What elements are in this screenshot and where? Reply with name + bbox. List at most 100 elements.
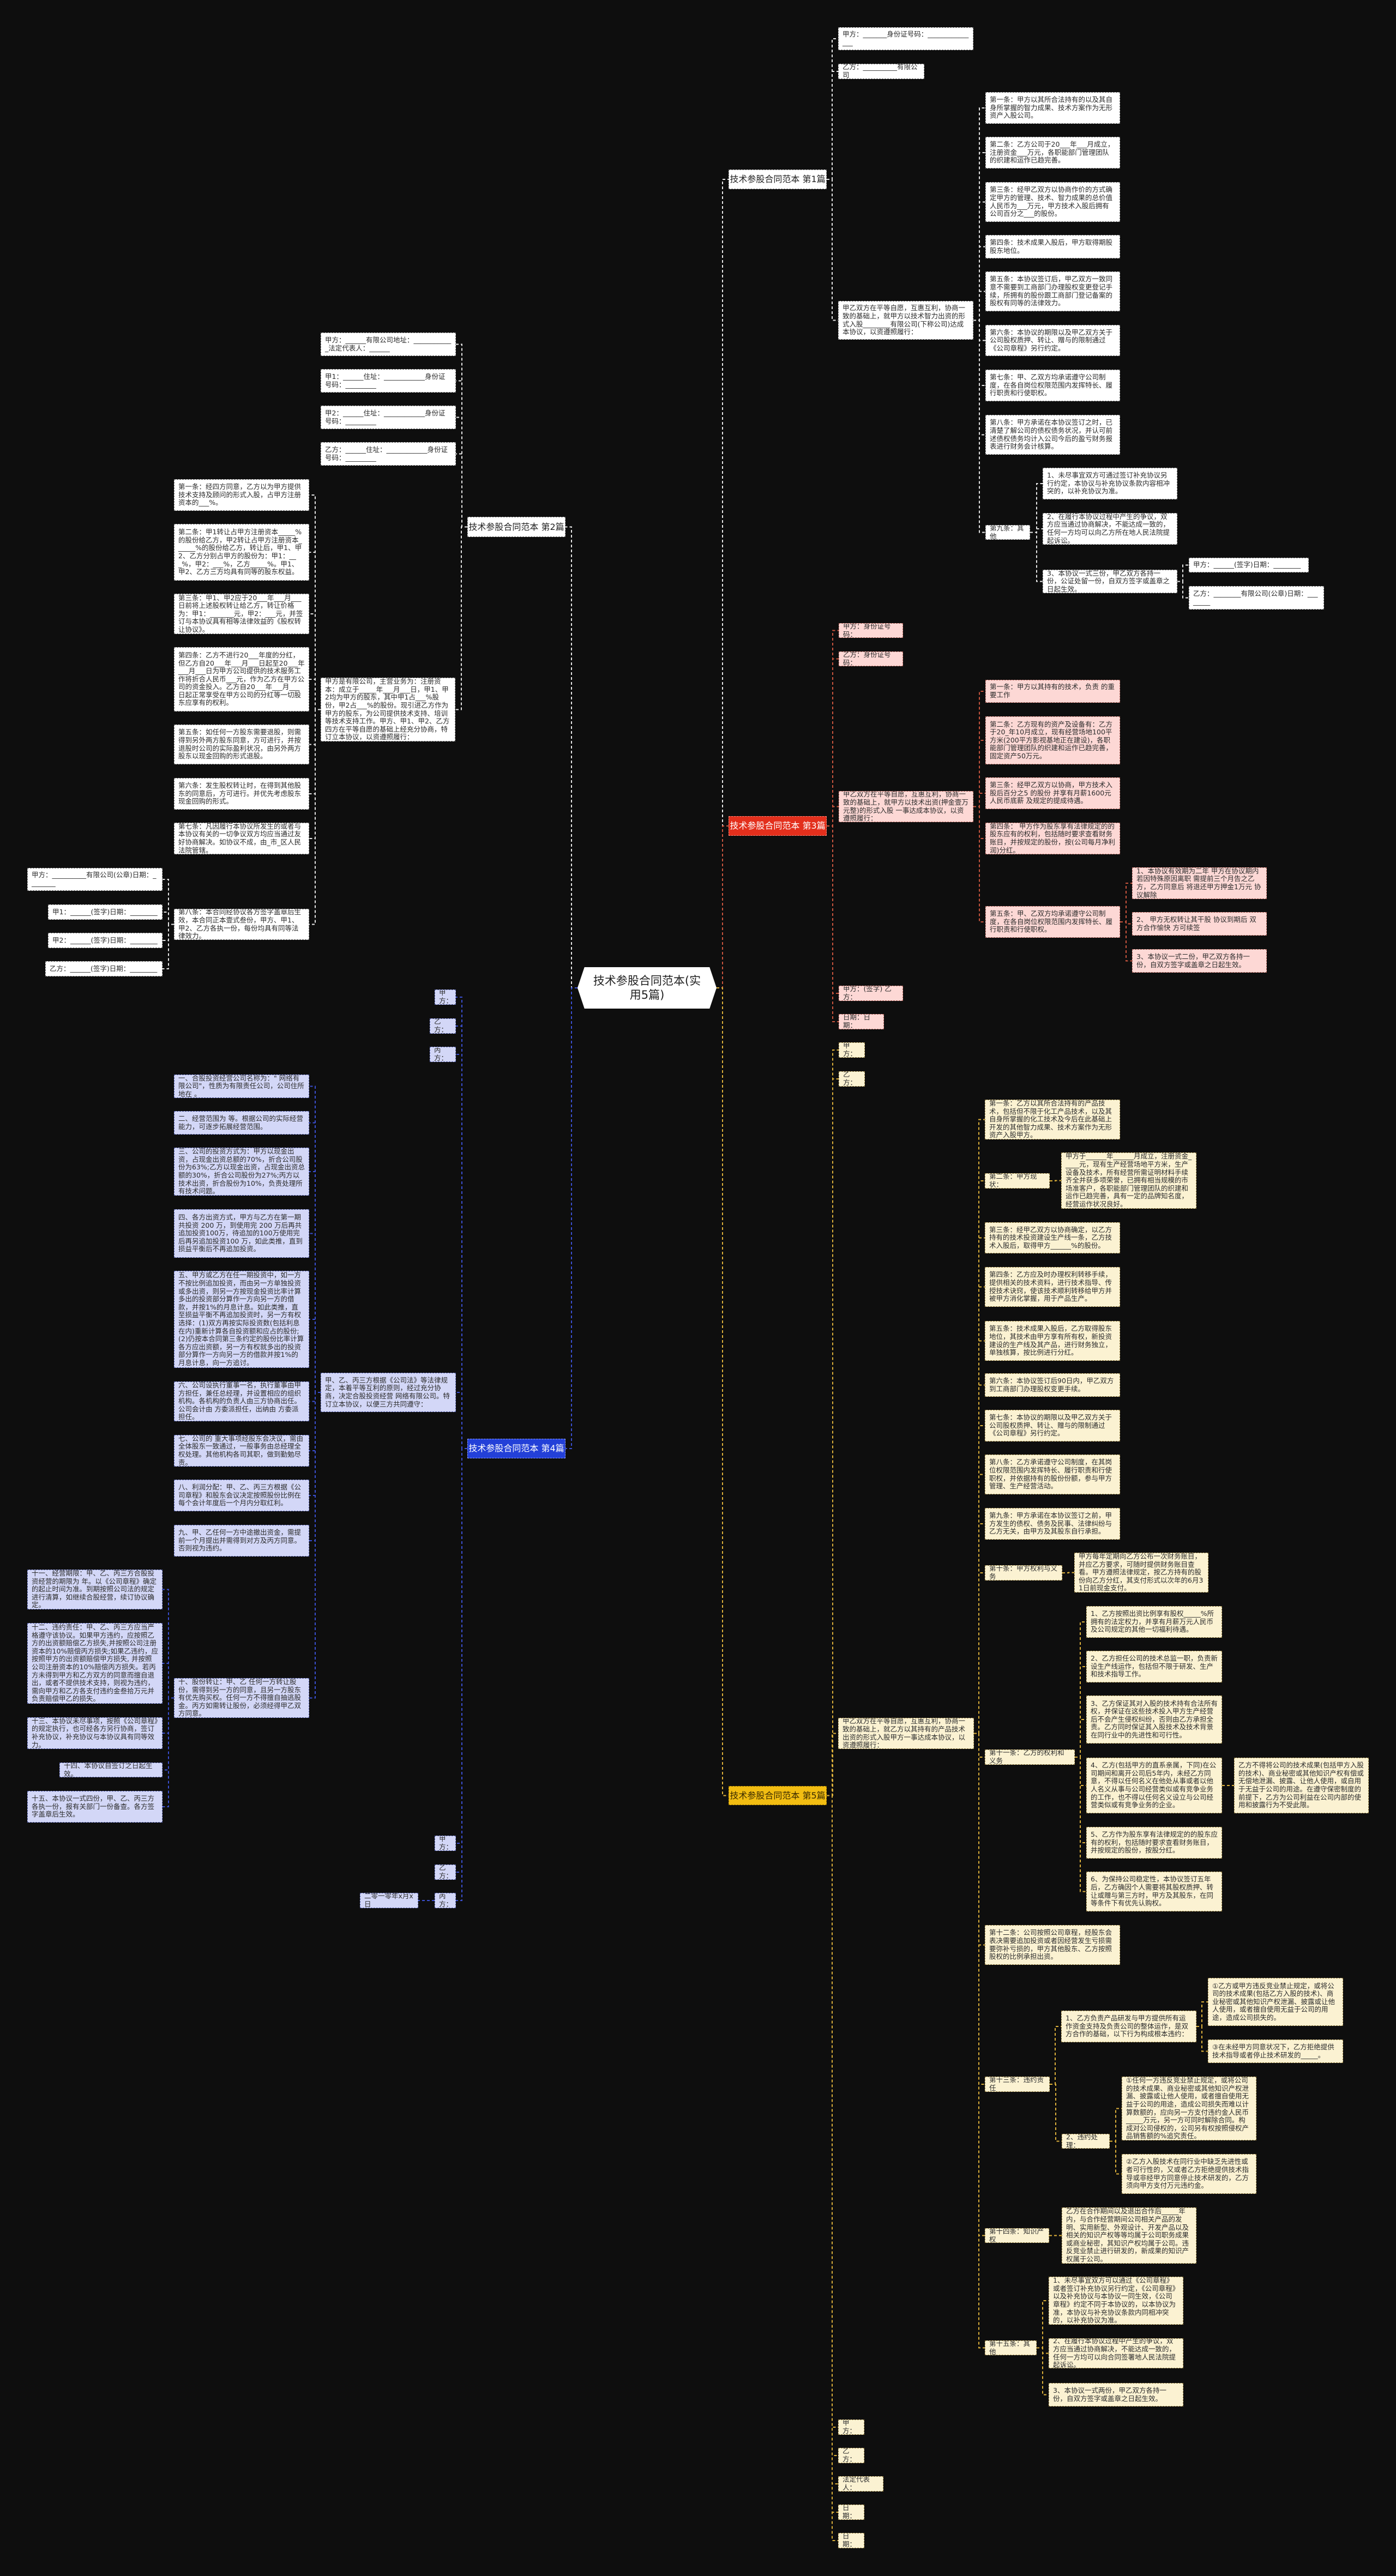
article-node: 第十二条：公司按照公司章程，经股东会表决需要追加投资或者因经营发生亏损需要弥补亏…	[985, 1925, 1120, 1965]
clause-case-text: ①乙方或甲方违反竞业禁止规定，或将公司的技术成果(包括乙方入股的技术)、商业秘密…	[1212, 1981, 1335, 2022]
connector-b3a4	[973, 806, 985, 922]
article-node-text: 第四条：技术成果入股后，甲方取得期股股东地位。	[990, 238, 1113, 255]
article-node-text: 第六条：本协议的期限以及甲乙双方关于公司股权质押、转让、赠与的限制通过《公司章程…	[990, 328, 1113, 352]
connector-b5a2	[974, 1237, 985, 1734]
intro-node-text: 甲、乙、丙三方根据《公司法》等法律规定，本着平等互利的原则，经过充分协商，决定合…	[325, 1376, 450, 1408]
article-node-text: 一、合股投资经营公司名称为：" 网络有限公司"，性质为有限责任公司，公司住所地在…	[178, 1075, 304, 1098]
clause-item-text: 3、本协议一式三份，甲乙双方各持一份，公证处留一份，自双方签字或盖章之日起生效。	[1047, 570, 1170, 593]
party-node: 甲方：	[839, 1042, 865, 1058]
connector-b3s1	[1120, 921, 1132, 925]
connector-b5a8	[974, 1523, 985, 1734]
connector-b2p2	[456, 417, 467, 528]
clause-item: 1、未尽事宜双方可以通过《公司章程》或者签订补充协议另行约定，《公司章程》以及补…	[1049, 2277, 1183, 2325]
article-node: 九、甲、乙任何一方中途撤出资金，需提前一个月提出并需得到对方及丙方同意。否则视为…	[174, 1525, 309, 1557]
article-detail-text: 甲方每年定期向乙方公布一次财务账目，并应乙方要求，可随时提供财务账目查看。甲方遵…	[1079, 1553, 1204, 1592]
article-node-text: 第十条：甲方权利与义务	[989, 1565, 1058, 1580]
branch-title-1-text: 技术参股合同范本 第1篇	[730, 174, 826, 184]
article-node: 第四条： 甲方作为股东享有法律规定的的股东应有的权利，包括随时要求查看财务账目，…	[985, 823, 1120, 854]
connector-b1p0	[827, 38, 838, 180]
signature-node-text: 日期：日期：	[843, 1014, 871, 1029]
article-node-text: 第二条：甲1转让占甲方注册资本_____%的股份给乙方，甲2转让占甲方注册资本_…	[178, 528, 302, 576]
signature-node: 甲方：	[435, 1836, 456, 1851]
connector-b1a7	[973, 319, 985, 436]
signature-node: 乙方：	[838, 2448, 864, 2463]
article-node-text: 第十五条：其他	[989, 2340, 1031, 2355]
connector-b1a1	[973, 152, 985, 321]
signature-node-text: 日期：	[843, 2505, 857, 2520]
clause-item-text: 十二、违约责任：甲、乙、丙三方应当严格遵守该协议。如果甲方违约，应按照乙方的出资…	[32, 1623, 158, 1703]
article-node: 第三条：甲1、甲2应于20___年___月___日前将上述股权转让给乙方，转让价…	[174, 594, 309, 634]
clause-case-text: ②乙方入股技术在同行业中缺乏先进性或者可行性的，又或者乙方拒绝提供技术指导或非经…	[1126, 2157, 1249, 2190]
party-node-text: 甲2：______住址：____________身份证号码：_________	[325, 408, 446, 425]
connector-b5a4	[974, 1340, 985, 1734]
article-node-text: 第九条：甲方承诺在本协议签订之前，甲方发生的债权、债务及民事、法律纠纷与乙方无关…	[989, 1511, 1112, 1536]
clause-item-text: 十一、经营期限：甲、乙、丙三方合股投资经营的期限为 年。以《公司章程》确定的起止…	[32, 1570, 157, 1609]
clause-item: 3、本协议一式二份，甲乙双方各持一份，自双方签字或盖章之日起生效。	[1132, 949, 1267, 973]
party-node-text: 甲1：______住址：____________身份证号码：_________	[325, 372, 446, 389]
clause-item-text: 3、本协议一式二份，甲乙双方各持一份，自双方签字或盖章之日起生效。	[1136, 952, 1250, 969]
connector-b1a8	[973, 319, 985, 533]
party-node: 甲1：______住址：____________身份证号码：_________	[321, 369, 456, 393]
article-node-text: 第九条：其他	[990, 525, 1024, 540]
connector-b2a4	[309, 709, 321, 745]
branch-title-5[interactable]: 技术参股合同范本 第5篇	[729, 1786, 827, 1805]
clause-item: 十一、经营期限：甲、乙、丙三方合股投资经营的期限为 年。以《公司章程》确定的起止…	[27, 1570, 163, 1609]
connector-b4k3	[163, 1697, 174, 1771]
clause-item-text: 十四、本协议自签订之日起生效。	[64, 1763, 153, 1777]
party-node: 丙方：	[430, 1047, 456, 1062]
article-node-text: 第三条：甲1、甲2应于20___年___月___日前将上述股权转让给乙方，转让价…	[178, 594, 303, 634]
intro-node-text: 甲乙双方在平等自愿，互惠互利，协商一致的基础上，就乙方以其持有的产品技术出资的形…	[843, 1718, 966, 1749]
party-node: 乙方：身份证号码：	[839, 651, 903, 666]
article-node-text: 六、公司设执行董事一名，执行董事由甲方担任，兼任总经理，并设置相应的组织机构。各…	[178, 1381, 302, 1421]
article-node: 第七条：甲、乙双方均承诺遵守公司制度，在各自岗位权限范围内发挥特长、履行职责和行…	[985, 370, 1120, 401]
connector-b4g0	[456, 1448, 467, 1844]
central-topic[interactable]: 技术参股合同范本(实用5篇)	[577, 967, 717, 1009]
clause-item: 2、在履行本协议过程中产生的争议，双方应当通过协商解决，不能达成一致的，任何一方…	[1049, 2338, 1183, 2368]
connector-b5k1	[1075, 1666, 1086, 1758]
party-node: 甲方：	[435, 990, 456, 1005]
article-node: 三、公司的投资方式为：甲方以现金出资，占现金出资总额的70%，折合公司股份为63…	[174, 1148, 309, 1196]
clause-item-text: 1、本协议有效期为二年 甲方在协议期内若因特殊原因离职 需提前三个月告之乙方，乙…	[1136, 867, 1261, 899]
article-node-text: 第五条：技术成果入股后，乙方取得股东地位，其技术由甲方享有所有权，新投资建设的生…	[989, 1324, 1112, 1357]
party-node: 乙方：__________有限公司	[838, 64, 924, 79]
connector-b5a11	[974, 1733, 985, 1946]
date-node-text: 二零一零年x月x日	[364, 1893, 413, 1908]
branch-title-1[interactable]: 技术参股合同范本 第1篇	[729, 170, 827, 189]
connector-b4t	[565, 987, 577, 1449]
connector-b5k2	[1075, 1719, 1086, 1758]
party-node: 甲2：______住址：____________身份证号码：_________	[321, 406, 456, 429]
connector-b1a6	[973, 319, 985, 386]
article-node-text: 第七条：甲、乙双方均承诺遵守公司制度，在各自岗位权限范围内发挥特长、履行职责和行…	[990, 373, 1113, 397]
article-node-text: 第十一条：乙方的权利和义务	[989, 1749, 1064, 1765]
article-node: 第一条：甲方以其持有的技术，负责 的重要工作	[985, 680, 1120, 703]
clause-item-text: 十三、本协议未尽事项，按照《公司章程》的规定执行，也可经各方另行协商，签订补充协…	[32, 1717, 158, 1749]
connector-b2g0	[163, 879, 174, 925]
signature-node: 乙方：________有限公司(公章)日期：________	[1189, 586, 1324, 610]
branch-title-2[interactable]: 技术参股合同范本 第2篇	[467, 517, 565, 537]
connector-b2g2	[163, 924, 174, 941]
connector-b4a9	[309, 1392, 321, 1699]
connector-b3s2	[1120, 921, 1132, 962]
connector-b1a5	[973, 319, 985, 341]
connector-b4a7	[309, 1392, 321, 1496]
branch-title-3[interactable]: 技术参股合同范本 第3篇	[729, 816, 827, 836]
connector-b5k3	[1075, 1757, 1086, 1786]
article-node: 四、各方出资方式，甲方与乙方在第一期共投资 200 万，到使用完 200 万后再…	[174, 1209, 309, 1258]
connector-b4a5	[309, 1392, 321, 1402]
clause-case-text: ①任何一方违反竞业禁止规定，或将公司的技术成果、商业秘密或其他知识产权泄漏、披露…	[1126, 2077, 1249, 2140]
connector-b5k0	[1075, 1621, 1086, 1758]
article-node: 七、公司的 重大事项经股东会决议，需由全体股东一致通过，一般事务由总经理全权处理…	[174, 1435, 309, 1467]
connector-b4p2	[456, 1054, 467, 1449]
connector-b5k4	[1075, 1757, 1086, 1843]
article-node-text: 第四条： 甲方作为股东享有法律规定的的股东应有的权利，包括随时要求查看财务账目，…	[990, 823, 1115, 854]
party-node-text: 甲方：_______身份证号码：_______________	[843, 30, 969, 46]
clause-item-text: 6、为保持公司稳定性，本协议签订五年后，乙方确因个人需要将其股权质押、转让或赠与…	[1091, 1875, 1214, 1908]
intro-node: 甲、乙、丙三方根据《公司法》等法律规定，本着平等互利的原则，经过充分协商，决定合…	[321, 1373, 456, 1412]
connector-b5o1	[1037, 2347, 1049, 2354]
signature-node: 日期：日期：	[839, 1014, 884, 1029]
clause-item: 4、乙方(包括甲方的直系亲属，下同)在公司期间和离开公司后5年内，未经乙方同意，…	[1086, 1758, 1222, 1813]
connector-b5g0	[827, 1795, 838, 2428]
article-node: 第八条：甲方承诺在本协议签订之时，已清楚了解公司的债权债务状况，并认可前述债权债…	[985, 415, 1120, 455]
branch-title-4[interactable]: 技术参股合同范本 第4篇	[467, 1439, 565, 1458]
connector-b5v2	[1050, 2084, 1062, 2142]
